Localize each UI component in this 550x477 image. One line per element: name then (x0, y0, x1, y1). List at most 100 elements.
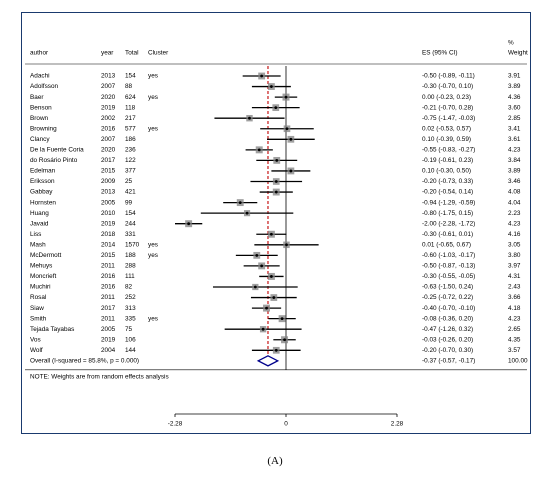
study-year: 2020 (101, 94, 116, 101)
study-point (187, 222, 191, 226)
study-total: 111 (125, 273, 135, 280)
study-weight: 2.23 (508, 210, 521, 217)
overall-weight: 100.00 (508, 358, 528, 365)
study-author: Javaid (30, 220, 49, 227)
study-es-ci: -0.20 (-0.70, 0.30) (422, 347, 473, 354)
study-es-ci: -0.55 (-0.83, -0.27) (422, 147, 475, 154)
study-total: 377 (125, 168, 136, 175)
study-year: 2014 (101, 241, 116, 248)
study-cluster: yes (148, 241, 158, 248)
study-year: 2018 (101, 231, 116, 238)
study-year: 2013 (101, 73, 116, 80)
study-year: 2005 (101, 199, 116, 206)
study-year: 2019 (101, 220, 116, 227)
study-weight: 3.89 (508, 83, 521, 90)
study-es-ci: -0.50 (-0.89, -0.11) (422, 73, 475, 80)
study-weight: 4.23 (508, 315, 521, 322)
study-total: 88 (125, 83, 133, 90)
study-weight: 4.35 (508, 336, 521, 343)
study-point (260, 264, 264, 268)
study-es-ci: -2.00 (-2.28, -1.72) (422, 220, 475, 227)
study-author: Vos (30, 336, 41, 343)
study-author: Tejada Tayabas (30, 326, 74, 333)
study-total: 186 (125, 136, 136, 143)
study-point (272, 296, 276, 299)
study-author: Muchiri (30, 284, 51, 291)
overall-label: Overall (I-squared = 85.8%, p = 0.000) (30, 358, 139, 365)
x-tick-label: 0 (284, 421, 288, 428)
study-author: Smith (30, 315, 47, 322)
study-year: 2013 (101, 189, 116, 196)
study-year: 2007 (101, 83, 116, 90)
study-author: McDermott (30, 252, 61, 259)
study-es-ci: -0.03 (-0.26, 0.20) (422, 336, 473, 343)
study-es-ci: -0.08 (-0.36, 0.20) (422, 315, 473, 322)
header-cluster: Cluster (148, 50, 169, 57)
study-es-ci: -0.25 (-0.72, 0.22) (422, 294, 473, 301)
study-point (245, 211, 249, 215)
study-weight: 2.43 (508, 284, 521, 291)
study-author: Benson (30, 104, 52, 111)
study-point (284, 95, 288, 99)
figure-caption: (A) (267, 455, 283, 467)
study-year: 2005 (101, 326, 116, 333)
study-year: 2011 (101, 294, 115, 301)
study-weight: 3.41 (508, 125, 521, 132)
plot-marks (175, 66, 319, 370)
study-weight: 3.57 (508, 347, 521, 354)
study-author: Baer (30, 94, 44, 101)
study-author: Browning (30, 125, 57, 132)
study-author: Mash (30, 241, 46, 248)
study-author: De la Fuente Coria (30, 147, 84, 154)
study-total: 236 (125, 147, 136, 154)
study-weight: 4.16 (508, 231, 521, 238)
study-author: Clancy (30, 136, 50, 143)
study-weight: 4.18 (508, 305, 521, 312)
study-rows: Adachi 2013 154 yes -0.50 (-0.89, -0.11) 3.91… (30, 73, 528, 365)
study-author: Adolfsson (30, 83, 59, 90)
study-weight: 4.04 (508, 199, 521, 206)
study-year: 2010 (101, 210, 116, 217)
study-cluster: yes (148, 73, 158, 80)
study-total: 288 (125, 263, 136, 270)
study-year: 2002 (101, 115, 116, 122)
study-cluster: yes (148, 315, 158, 322)
study-total: 421 (125, 189, 136, 196)
study-weight: 3.46 (508, 178, 521, 185)
study-point (260, 74, 264, 78)
study-author: Mehuys (30, 263, 52, 270)
study-point (283, 338, 286, 342)
study-point (275, 159, 279, 162)
study-point (269, 232, 273, 236)
study-es-ci: 0.02 (-0.53, 0.57) (422, 125, 471, 132)
study-year: 2009 (101, 178, 116, 185)
study-es-ci: 0.10 (-0.30, 0.50) (422, 168, 471, 175)
study-point (289, 137, 293, 141)
study-total: 154 (125, 210, 136, 217)
study-total: 331 (125, 231, 136, 238)
study-year: 2011 (101, 315, 115, 322)
overall-diamond (256, 355, 280, 367)
study-es-ci: -0.20 (-0.54, 0.14) (422, 189, 473, 196)
study-author: Edelman (30, 168, 56, 175)
study-author: Huang (30, 210, 49, 217)
study-point (274, 348, 278, 352)
study-total: 106 (125, 336, 136, 343)
study-total: 188 (125, 252, 136, 259)
study-es-ci: -0.50 (-0.87, -0.13) (422, 263, 475, 270)
study-author: Gabbay (30, 189, 53, 196)
study-point (253, 285, 257, 289)
study-year: 2015 (101, 252, 116, 259)
study-total: 144 (125, 347, 136, 354)
study-total: 577 (125, 125, 136, 132)
study-point (274, 190, 278, 194)
study-total: 25 (125, 178, 133, 185)
study-point (285, 243, 288, 247)
study-point (289, 169, 293, 173)
header-year: year (101, 50, 114, 57)
study-es-ci: -0.30 (-0.55, -0.05) (422, 273, 475, 280)
study-weight: 4.23 (508, 220, 521, 227)
header-es: ES (95% CI) (422, 50, 458, 57)
study-es-ci: -0.20 (-0.73, 0.33) (422, 178, 473, 185)
x-tick-label: 2.28 (391, 421, 404, 428)
